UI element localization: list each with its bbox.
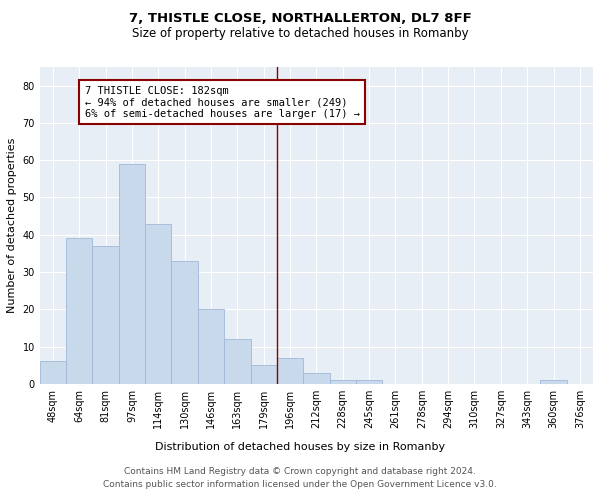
Text: Size of property relative to detached houses in Romanby: Size of property relative to detached ho… [131, 28, 469, 40]
Bar [92, 246, 119, 384]
Bar [329, 380, 356, 384]
Bar [356, 380, 382, 384]
Bar [541, 380, 567, 384]
Bar [172, 261, 198, 384]
Bar [145, 224, 172, 384]
Bar [277, 358, 303, 384]
Text: 7, THISTLE CLOSE, NORTHALLERTON, DL7 8FF: 7, THISTLE CLOSE, NORTHALLERTON, DL7 8FF [128, 12, 472, 26]
Text: Contains HM Land Registry data © Crown copyright and database right 2024.: Contains HM Land Registry data © Crown c… [124, 468, 476, 476]
Bar [303, 372, 329, 384]
Text: Contains public sector information licensed under the Open Government Licence v3: Contains public sector information licen… [103, 480, 497, 489]
Bar [251, 365, 277, 384]
Y-axis label: Number of detached properties: Number of detached properties [7, 138, 17, 313]
Bar [119, 164, 145, 384]
Bar [66, 238, 92, 384]
Text: 7 THISTLE CLOSE: 182sqm
← 94% of detached houses are smaller (249)
6% of semi-de: 7 THISTLE CLOSE: 182sqm ← 94% of detache… [85, 86, 359, 119]
Bar [40, 362, 66, 384]
Bar [198, 310, 224, 384]
Bar [224, 339, 251, 384]
Text: Distribution of detached houses by size in Romanby: Distribution of detached houses by size … [155, 442, 445, 452]
